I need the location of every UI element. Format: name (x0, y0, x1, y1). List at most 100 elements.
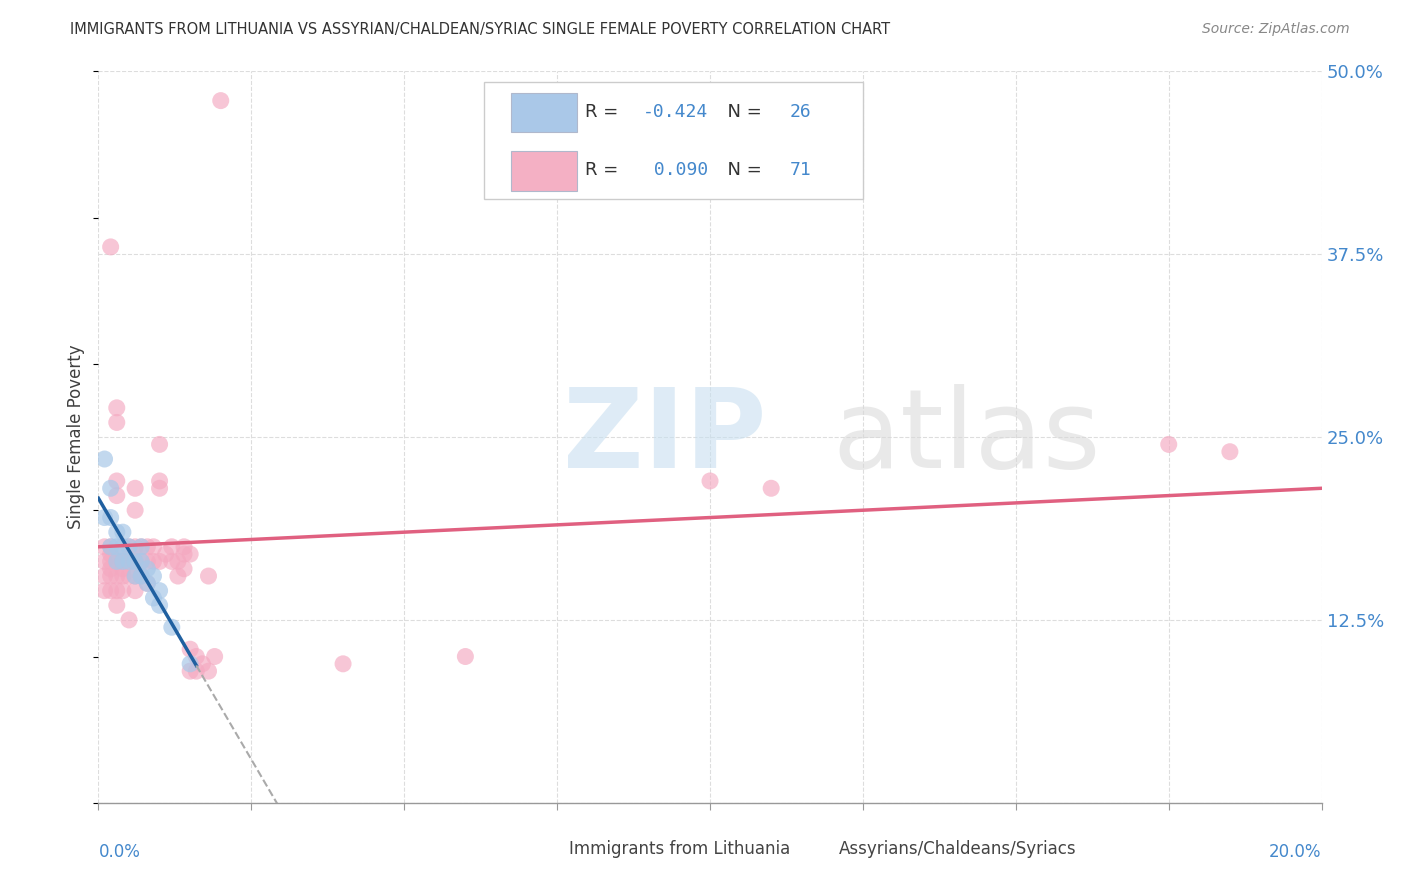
Point (454, 649, 477, 664)
Point (105, 583, 128, 598)
Point (186, 649, 208, 664)
Point (111, 540, 134, 554)
Text: atlas: atlas (832, 384, 1101, 491)
Point (105, 554, 128, 568)
Text: Source: ZipAtlas.com: Source: ZipAtlas.com (1202, 22, 1350, 37)
Text: N =: N = (716, 103, 768, 120)
Text: R =: R = (585, 103, 624, 120)
Point (129, 569, 152, 583)
Point (149, 481, 172, 495)
Point (186, 664, 208, 678)
Point (160, 620, 183, 634)
Point (111, 525, 134, 540)
Point (179, 664, 201, 678)
Point (167, 569, 190, 583)
Point (105, 569, 128, 583)
Point (149, 474, 172, 488)
Point (155, 547, 177, 561)
Point (209, 94, 232, 108)
Text: 26: 26 (790, 103, 811, 120)
Point (93, 583, 115, 598)
Point (111, 554, 134, 568)
Point (105, 416, 128, 430)
Point (100, 554, 122, 568)
Text: -0.424: -0.424 (643, 103, 709, 120)
Point (173, 547, 195, 561)
Point (136, 540, 159, 554)
Text: 71: 71 (790, 161, 811, 179)
Point (179, 547, 201, 561)
Point (118, 540, 141, 554)
Point (93, 569, 115, 583)
Point (100, 510, 122, 524)
FancyBboxPatch shape (510, 151, 576, 191)
Point (149, 583, 172, 598)
Point (111, 569, 134, 583)
Point (111, 540, 134, 554)
Point (197, 569, 219, 583)
Point (111, 583, 134, 598)
Text: ZIP: ZIP (564, 384, 766, 491)
Text: 0.0%: 0.0% (98, 843, 141, 861)
FancyBboxPatch shape (484, 82, 863, 200)
Point (129, 569, 152, 583)
Point (149, 554, 172, 568)
Point (136, 576, 159, 591)
Point (179, 657, 201, 671)
Point (204, 649, 226, 664)
Text: 0.090: 0.090 (643, 161, 709, 179)
Point (129, 554, 152, 568)
Point (129, 540, 152, 554)
Point (136, 576, 159, 591)
Point (100, 540, 122, 554)
Point (118, 569, 141, 583)
Point (149, 599, 172, 613)
Point (105, 474, 128, 488)
Point (93, 452, 115, 467)
Point (111, 562, 134, 576)
Point (100, 540, 122, 554)
Point (142, 569, 165, 583)
Text: R =: R = (585, 161, 624, 179)
Point (1157, 437, 1180, 451)
Point (699, 474, 721, 488)
Point (142, 591, 165, 605)
Point (105, 489, 128, 503)
Text: Assyrians/Chaldeans/Syriacs: Assyrians/Chaldeans/Syriacs (838, 839, 1076, 857)
Point (160, 554, 183, 568)
Point (124, 554, 146, 568)
Text: N =: N = (716, 161, 768, 179)
FancyBboxPatch shape (510, 93, 576, 132)
Point (100, 569, 122, 583)
Point (105, 525, 128, 540)
Text: IMMIGRANTS FROM LITHUANIA VS ASSYRIAN/CHALDEAN/SYRIAC SINGLE FEMALE POVERTY CORR: IMMIGRANTS FROM LITHUANIA VS ASSYRIAN/CH… (70, 22, 890, 37)
Point (136, 554, 159, 568)
Point (136, 562, 159, 576)
Point (1219, 444, 1241, 458)
Point (111, 554, 134, 568)
Text: Immigrants from Lithuania: Immigrants from Lithuania (569, 839, 790, 857)
Point (167, 554, 190, 568)
Point (93, 554, 115, 568)
Point (332, 657, 354, 671)
Point (173, 540, 195, 554)
FancyBboxPatch shape (536, 838, 560, 859)
Text: 20.0%: 20.0% (1270, 843, 1322, 861)
Point (129, 554, 152, 568)
Point (124, 503, 146, 517)
Point (100, 562, 122, 576)
Point (93, 540, 115, 554)
Point (111, 554, 134, 568)
Point (129, 540, 152, 554)
Point (191, 657, 214, 671)
Point (100, 583, 122, 598)
Point (100, 547, 122, 561)
Point (149, 437, 172, 451)
Point (118, 540, 141, 554)
Point (179, 642, 201, 657)
Point (105, 401, 128, 415)
Point (100, 481, 122, 495)
Point (124, 569, 146, 583)
Y-axis label: Single Female Poverty: Single Female Poverty (67, 345, 86, 529)
Point (105, 540, 128, 554)
